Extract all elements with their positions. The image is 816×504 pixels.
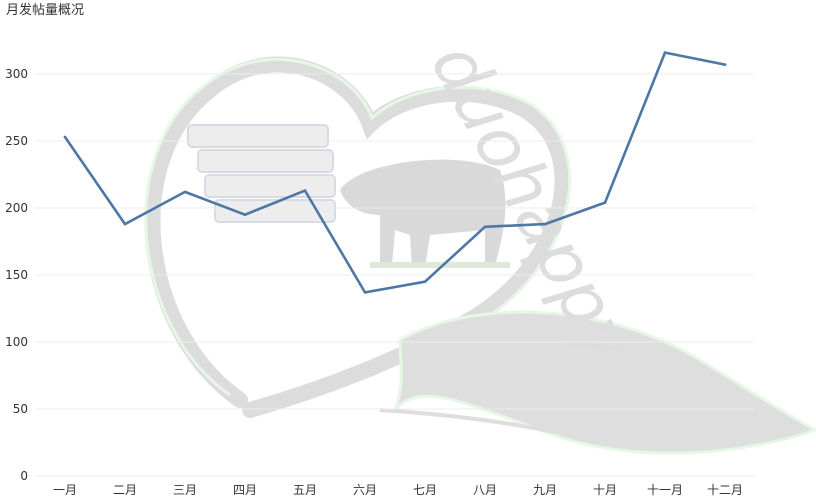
x-tick-label: 十一月	[647, 483, 683, 497]
data-point	[603, 201, 607, 204]
y-tick-label: 0	[20, 469, 28, 483]
data-point	[723, 63, 727, 66]
watermark-leaf-stem	[379, 408, 556, 434]
x-tick-label: 九月	[533, 483, 557, 497]
data-point	[183, 190, 187, 194]
watermark: duohappy	[144, 29, 816, 455]
watermark-leaf-shape	[393, 310, 816, 455]
data-point	[63, 135, 67, 139]
x-tick-label: 七月	[413, 483, 437, 497]
data-point	[123, 222, 127, 226]
x-tick-label: 二月	[113, 483, 137, 497]
data-point	[543, 222, 547, 226]
y-tick-label: 250	[5, 134, 28, 148]
y-axis: 0 50 100 150 200 250 300	[5, 67, 28, 483]
data-point	[483, 225, 487, 229]
x-tick-label: 八月	[473, 483, 497, 497]
series-layer	[63, 51, 727, 294]
watermark-bull-icon	[340, 159, 510, 268]
chart-title: 月发帖量概况	[6, 3, 85, 18]
data-point	[423, 280, 427, 284]
x-tick-label: 一月	[53, 483, 77, 497]
grid	[35, 73, 755, 477]
x-tick-label: 十月	[593, 483, 617, 497]
data-point	[243, 213, 247, 216]
x-tick-label: 三月	[173, 483, 197, 497]
x-tick-label: 十二月	[707, 483, 743, 497]
y-tick-label: 150	[5, 268, 28, 282]
y-tick-label: 200	[5, 201, 28, 215]
data-point	[363, 291, 367, 294]
series-line	[63, 51, 727, 294]
data-point	[663, 51, 667, 54]
y-tick-label: 100	[5, 335, 28, 349]
watermark-heart-outline	[144, 57, 572, 397]
x-tick-label: 四月	[233, 483, 257, 497]
x-tick-label: 六月	[353, 483, 377, 497]
data-point	[303, 189, 307, 192]
x-tick-label: 五月	[293, 483, 317, 497]
y-tick-label: 300	[5, 67, 28, 81]
y-tick-label: 50	[13, 402, 28, 416]
watermark-books-icon	[187, 124, 336, 223]
x-axis: 一月 二月 三月 四月 五月 六月 七月 八月 九月 十月 十一月 十二月	[53, 483, 743, 497]
